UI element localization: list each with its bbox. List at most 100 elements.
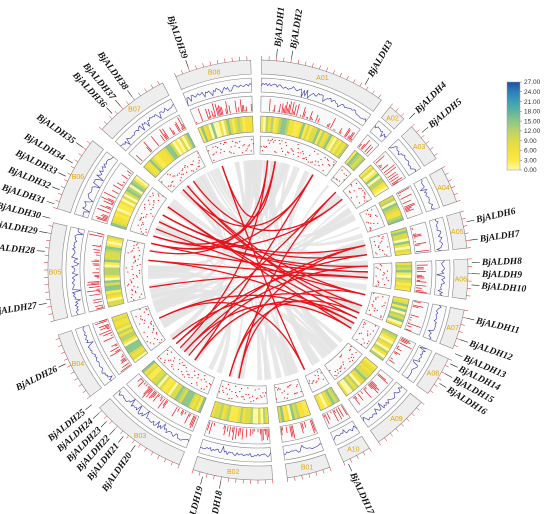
density-bar bbox=[189, 415, 195, 426]
scatter-point bbox=[192, 160, 194, 162]
scale-tick bbox=[315, 471, 318, 476]
density-bar bbox=[396, 347, 402, 352]
scatter-point bbox=[144, 319, 146, 321]
heatmap-cell bbox=[210, 122, 218, 139]
heatmap-cell bbox=[360, 166, 375, 180]
density-bar bbox=[87, 289, 101, 293]
gene-tick bbox=[276, 48, 278, 57]
duplication-link bbox=[182, 189, 363, 307]
density-bar bbox=[91, 282, 100, 284]
scatter-point bbox=[152, 192, 154, 194]
density-bar bbox=[160, 135, 166, 142]
scatter-point bbox=[235, 392, 237, 394]
density-bar bbox=[296, 103, 300, 116]
density-bar bbox=[181, 127, 184, 131]
scatter-point bbox=[322, 170, 324, 172]
chromosome-B01: B01 bbox=[273, 378, 332, 482]
scatter-point bbox=[363, 197, 366, 199]
scatter-point bbox=[368, 213, 370, 215]
scatter-point bbox=[149, 203, 151, 205]
scatter-point bbox=[205, 381, 207, 383]
ideogram-band bbox=[101, 82, 170, 140]
gene-tick bbox=[348, 463, 353, 472]
heatmap-cell bbox=[185, 391, 196, 408]
scatter-point bbox=[180, 176, 182, 179]
scatter-point bbox=[376, 253, 378, 255]
ideogram-band bbox=[400, 126, 437, 167]
density-track-frame bbox=[126, 373, 200, 432]
scatter-point bbox=[151, 331, 154, 333]
scatter-point bbox=[374, 325, 377, 327]
heatmap-cell bbox=[149, 367, 163, 381]
density-bar bbox=[341, 405, 348, 416]
scatter-point bbox=[170, 359, 172, 361]
gene-label: BjALDH7 bbox=[478, 229, 521, 245]
heatmap-cell bbox=[154, 153, 168, 168]
scatter-point bbox=[387, 280, 389, 282]
density-bar bbox=[301, 422, 304, 429]
scatter-point bbox=[287, 151, 289, 153]
density-bar bbox=[93, 298, 102, 301]
heatmap-cell bbox=[346, 374, 360, 389]
scatter-point bbox=[182, 173, 185, 175]
scale-tick bbox=[98, 410, 103, 414]
scatter-point bbox=[153, 329, 155, 331]
chromosome-A05: A05 bbox=[369, 210, 471, 259]
gene-tick bbox=[471, 284, 480, 286]
background-ribbon bbox=[182, 177, 225, 356]
scatter-point bbox=[367, 330, 369, 332]
scatter-point bbox=[137, 224, 139, 226]
heatmap-cell bbox=[151, 157, 164, 171]
scatter-point bbox=[377, 280, 379, 282]
scatter-point bbox=[237, 396, 239, 398]
density-bar bbox=[338, 128, 343, 134]
scatter-point bbox=[169, 174, 171, 176]
scatter-point bbox=[369, 314, 372, 316]
scatter-point bbox=[131, 282, 133, 284]
heatmap-cell bbox=[105, 291, 123, 297]
density-bar bbox=[88, 286, 100, 288]
density-bar bbox=[96, 232, 104, 235]
heatmap-cell bbox=[200, 126, 209, 143]
density-bar bbox=[413, 233, 422, 237]
scatter-point bbox=[308, 380, 311, 382]
density-track-frame bbox=[385, 336, 417, 373]
density-bar bbox=[104, 191, 117, 199]
heatmap-cell bbox=[115, 209, 132, 219]
scatter-point bbox=[132, 273, 134, 276]
scatter-point bbox=[264, 146, 266, 148]
heatmap-cell bbox=[185, 132, 196, 149]
density-bar bbox=[220, 107, 224, 115]
density-bar bbox=[405, 208, 411, 212]
heatmap-frame bbox=[344, 149, 366, 172]
heatmap-cell bbox=[247, 116, 251, 133]
density-bar bbox=[111, 202, 114, 205]
density-bar bbox=[399, 342, 412, 350]
scale-tick bbox=[150, 451, 154, 456]
scatter-point bbox=[198, 160, 200, 162]
heatmap-cell bbox=[320, 132, 331, 149]
chromosome-A01: A01 bbox=[259, 56, 382, 177]
scatter-point bbox=[300, 390, 302, 393]
density-bar bbox=[169, 127, 175, 136]
scatter-point bbox=[377, 267, 379, 270]
heatmap-cell bbox=[286, 119, 293, 136]
heatmap-cell bbox=[187, 392, 198, 409]
heatmap-cell bbox=[369, 349, 385, 361]
scatter-point bbox=[167, 185, 169, 187]
density-bar bbox=[286, 108, 289, 114]
scatter-point bbox=[142, 233, 144, 235]
gene-marker: BjALDH10 bbox=[471, 282, 527, 295]
scatter-point bbox=[329, 370, 331, 372]
scatter-point bbox=[230, 146, 232, 148]
scatter-point bbox=[232, 140, 234, 142]
density-bar bbox=[358, 143, 362, 148]
scale-tick bbox=[63, 179, 68, 182]
heatmap-cell bbox=[277, 117, 283, 134]
background-ribbon bbox=[155, 281, 367, 314]
density-bar bbox=[184, 413, 190, 424]
scale-tick bbox=[191, 469, 194, 474]
density-bar bbox=[188, 413, 191, 417]
scale-tick bbox=[416, 129, 420, 133]
